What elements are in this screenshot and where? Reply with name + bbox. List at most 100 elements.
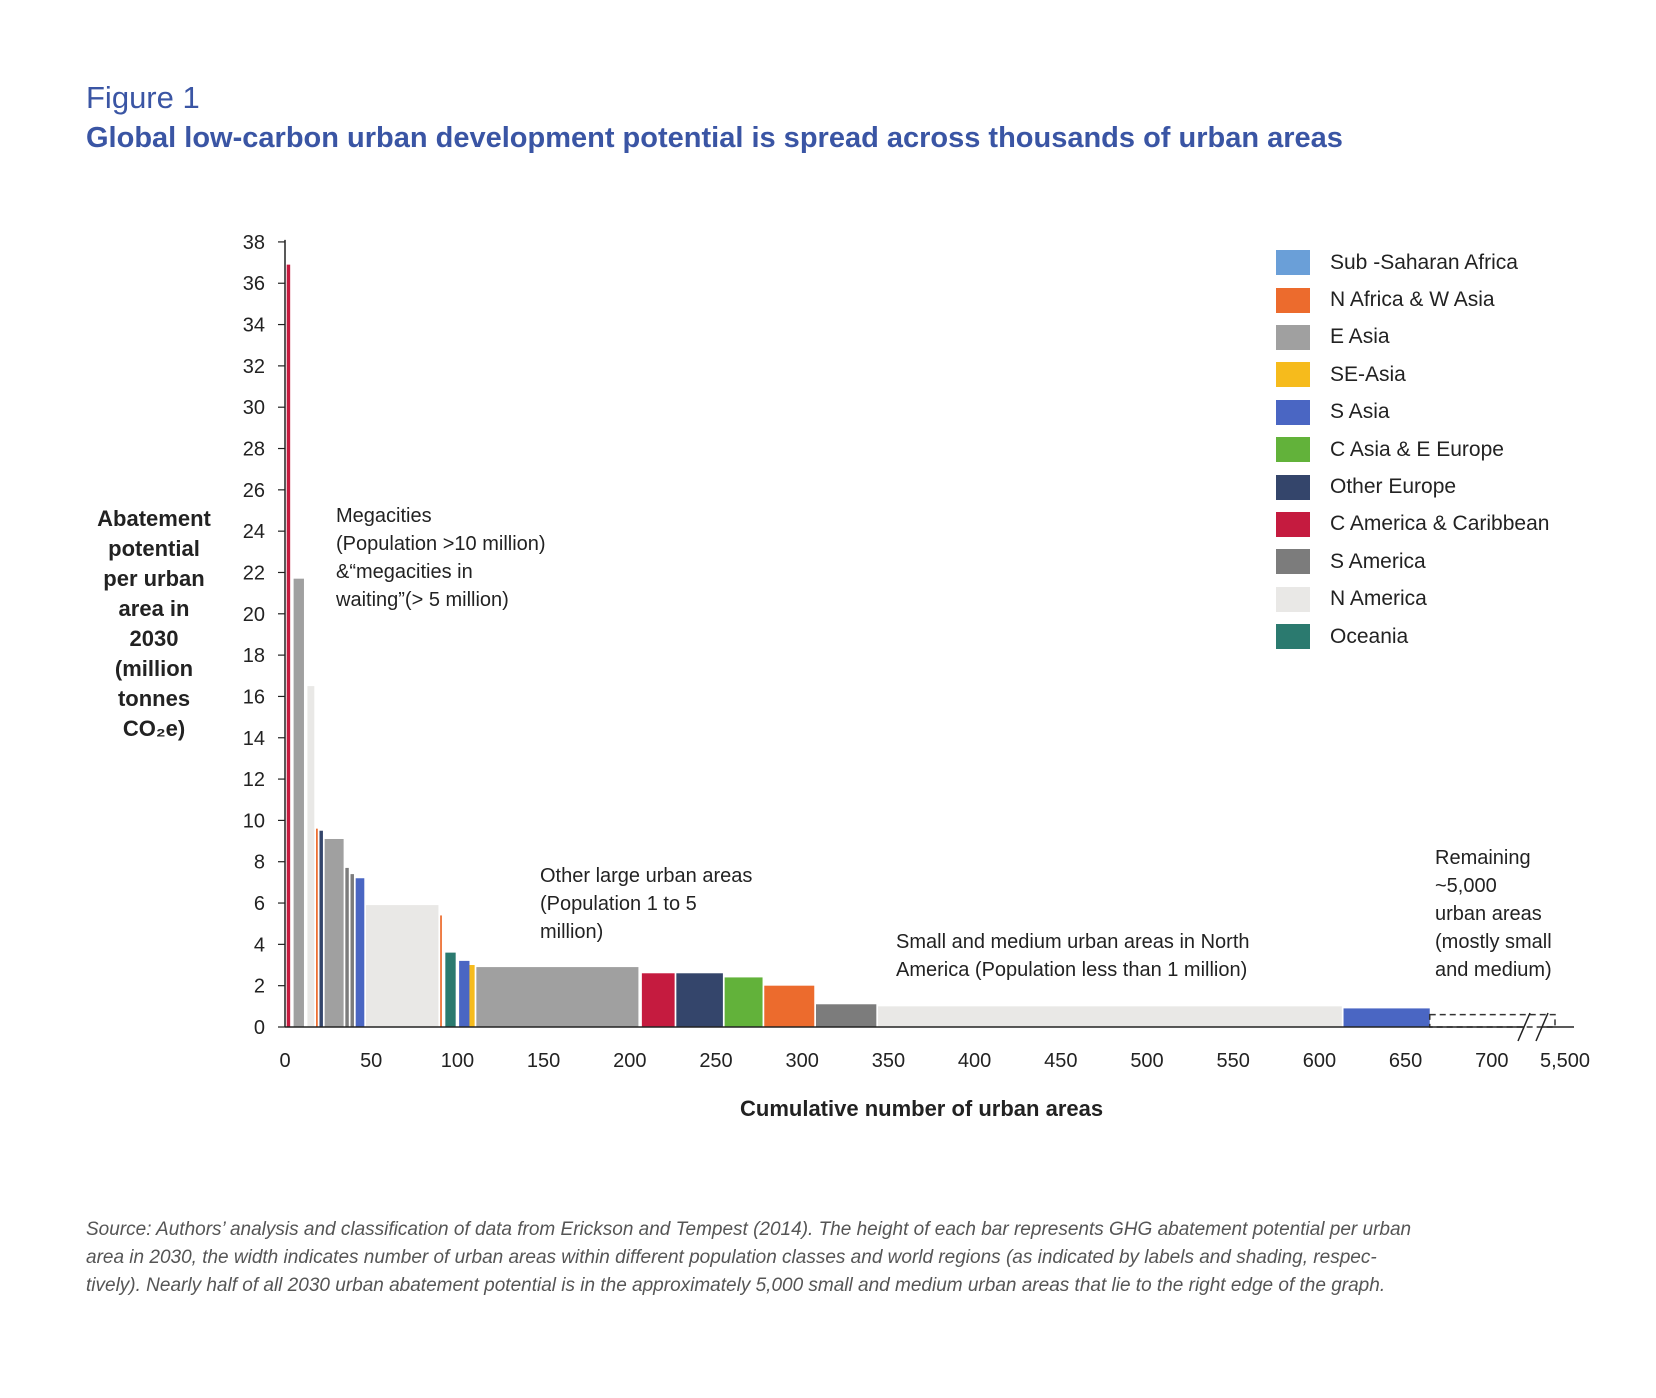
x-tick-label: 400 xyxy=(958,1050,991,1072)
chart-bar xyxy=(287,265,290,1027)
y-tick-label: 6 xyxy=(254,893,265,915)
source-note: Source: Authors’ analysis and classifica… xyxy=(86,1216,1606,1300)
y-tick-label: 22 xyxy=(243,562,265,584)
legend-label: N Africa & W Asia xyxy=(1330,288,1495,312)
chart-bar xyxy=(816,1004,876,1027)
chart-bar xyxy=(319,831,322,1027)
legend-swatch xyxy=(1276,250,1310,275)
annotation-large-urban-areas: Other large urban areas (Population 1 to… xyxy=(540,862,752,946)
chart-bar xyxy=(878,1006,1342,1027)
annotation-line: &“megacities in xyxy=(336,558,546,586)
y-tick-label: 10 xyxy=(243,810,265,832)
x-tick-label: 200 xyxy=(613,1050,646,1072)
x-tick-label: 50 xyxy=(360,1050,382,1072)
legend-item: Sub -Saharan Africa xyxy=(1276,244,1549,281)
chart-bar xyxy=(1344,1008,1430,1027)
legend-label: Other Europe xyxy=(1330,475,1456,499)
y-tick-label: 4 xyxy=(254,934,265,956)
chart-bar xyxy=(676,973,723,1027)
chart-bar xyxy=(642,973,675,1027)
legend-item: C America & Caribbean xyxy=(1276,506,1549,543)
legend-swatch xyxy=(1276,325,1310,350)
legend-swatch xyxy=(1276,587,1310,612)
annotation-line: Remaining xyxy=(1435,844,1552,872)
legend-label: Oceania xyxy=(1330,625,1408,649)
y-tick-label: 18 xyxy=(243,645,265,667)
legend-label: C America & Caribbean xyxy=(1330,512,1549,536)
chart-bar xyxy=(345,868,348,1027)
x-tick-label: 150 xyxy=(527,1050,560,1072)
chart-bar xyxy=(294,579,304,1027)
annotation-megacities: Megacities (Population >10 million) &“me… xyxy=(336,502,546,614)
legend-swatch xyxy=(1276,400,1310,425)
legend-swatch xyxy=(1276,475,1310,500)
y-tick-label: 14 xyxy=(243,728,265,750)
annotation-line: ~5,000 xyxy=(1435,872,1552,900)
legend-swatch xyxy=(1276,288,1310,313)
y-tick-label: 16 xyxy=(243,686,265,708)
x-tick-label: 300 xyxy=(786,1050,819,1072)
y-tick-label: 0 xyxy=(254,1017,265,1039)
chart-bar xyxy=(469,965,474,1027)
legend-label: S Asia xyxy=(1330,400,1390,424)
legend-item: S America xyxy=(1276,543,1549,580)
annotation-line: waiting”(> 5 million) xyxy=(336,586,546,614)
chart-bar xyxy=(366,905,438,1027)
annotation-line: America (Population less than 1 million) xyxy=(896,956,1250,984)
legend-swatch xyxy=(1276,549,1310,574)
y-tick-label: 36 xyxy=(243,273,265,295)
annotation-line: Megacities xyxy=(336,502,546,530)
x-tick-label: 0 xyxy=(279,1050,290,1072)
chart-legend: Sub -Saharan Africa N Africa & W Asia E … xyxy=(1276,244,1549,655)
x-tick-label: 500 xyxy=(1130,1050,1163,1072)
x-tick-label: 550 xyxy=(1217,1050,1250,1072)
annotation-line: urban areas xyxy=(1435,900,1552,928)
legend-swatch xyxy=(1276,437,1310,462)
y-tick-label: 38 xyxy=(243,232,265,254)
legend-item: S Asia xyxy=(1276,394,1549,431)
legend-swatch xyxy=(1276,512,1310,537)
legend-label: S America xyxy=(1330,550,1426,574)
legend-label: N America xyxy=(1330,587,1427,611)
chart-bar xyxy=(476,967,638,1027)
annotation-line: and medium) xyxy=(1435,956,1552,984)
remaining-bar xyxy=(1430,1015,1555,1027)
annotation-line: million) xyxy=(540,918,752,946)
x-tick-label: 5,500 xyxy=(1540,1050,1590,1072)
y-tick-label: 8 xyxy=(254,852,265,874)
chart-bar xyxy=(440,915,442,1027)
annotation-line: Small and medium urban areas in North xyxy=(896,928,1250,956)
annotation-line: (mostly small xyxy=(1435,928,1552,956)
chart-bar xyxy=(351,874,354,1027)
x-tick-label: 650 xyxy=(1389,1050,1422,1072)
legend-item: E Asia xyxy=(1276,319,1549,356)
legend-item: N America xyxy=(1276,581,1549,618)
annotation-line: (Population >10 million) xyxy=(336,530,546,558)
chart-bar xyxy=(725,977,763,1027)
legend-label: E Asia xyxy=(1330,325,1390,349)
legend-label: Sub -Saharan Africa xyxy=(1330,251,1518,275)
y-tick-label: 26 xyxy=(243,480,265,502)
legend-label: SE-Asia xyxy=(1330,363,1406,387)
y-tick-label: 32 xyxy=(243,356,265,378)
x-tick-label: 450 xyxy=(1044,1050,1077,1072)
x-tick-label: 700 xyxy=(1475,1050,1508,1072)
legend-label: C Asia & E Europe xyxy=(1330,438,1504,462)
legend-item: C Asia & E Europe xyxy=(1276,431,1549,468)
legend-item: Oceania xyxy=(1276,618,1549,655)
y-tick-label: 28 xyxy=(243,439,265,461)
chart-bar xyxy=(325,839,344,1027)
y-tick-label: 24 xyxy=(243,521,265,543)
chart-bar xyxy=(307,686,314,1027)
legend-item: Other Europe xyxy=(1276,468,1549,505)
chart-bar xyxy=(316,829,318,1027)
source-line: tively). Nearly half of all 2030 urban a… xyxy=(86,1272,1606,1300)
source-line: area in 2030, the width indicates number… xyxy=(86,1244,1606,1272)
legend-swatch xyxy=(1276,624,1310,649)
chart-bar xyxy=(445,953,455,1027)
annotation-small-medium-urban-areas: Small and medium urban areas in North Am… xyxy=(896,928,1250,984)
legend-swatch xyxy=(1276,362,1310,387)
y-tick-label: 34 xyxy=(243,315,265,337)
legend-item: SE-Asia xyxy=(1276,356,1549,393)
y-tick-label: 12 xyxy=(243,769,265,791)
